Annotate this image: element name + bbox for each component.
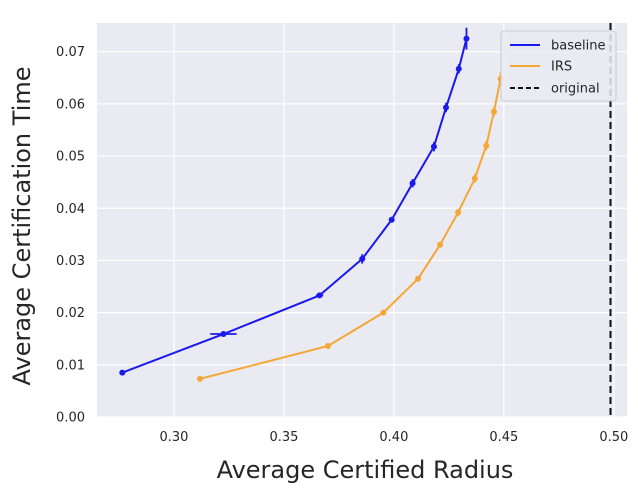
data-point [316,292,323,299]
data-point [463,35,470,42]
y-axis-label: Average Certification Time [8,66,36,385]
series-line-irs [199,78,502,380]
legend-box [500,30,617,102]
data-point [455,65,462,72]
legend: baseline IRS original [500,30,617,102]
data-point [471,175,478,182]
y-tick-label: 0.05 [56,150,85,165]
y-tick-label: 0.04 [56,202,85,217]
x-tick-label: 0.40 [379,430,408,445]
data-point [220,331,227,338]
data-point [409,180,416,187]
data-point [119,369,126,376]
series-layer [119,27,504,382]
series-line-baseline [121,38,468,374]
data-point [388,216,395,223]
data-point [380,309,387,316]
x-tick-label: 0.50 [599,430,628,445]
series-baseline [119,27,470,376]
data-point [483,142,490,149]
legend-label-baseline: baseline [551,39,605,54]
data-point [415,275,422,282]
data-point [430,143,437,150]
data-point [443,104,450,111]
y-tick-label: 0.00 [56,411,85,426]
x-tick-label: 0.45 [489,430,518,445]
data-point [437,241,444,248]
x-tick-label: 0.30 [159,430,188,445]
legend-label-irs: IRS [551,60,572,75]
y-tick-label: 0.07 [56,45,85,60]
tick-labels: 0.30 0.35 0.40 0.45 0.50 0.00 0.01 0.02 0.03 0.04… [56,45,628,445]
legend-label-original: original [551,82,600,97]
x-axis-label: Average Certified Radius [217,456,514,484]
x-tick-label: 0.35 [269,430,298,445]
data-point [324,343,331,350]
y-tick-label: 0.02 [56,306,85,321]
data-point [490,108,497,115]
y-tick-label: 0.06 [56,97,85,112]
data-point [196,375,203,382]
data-point [359,255,366,262]
data-point [455,209,462,216]
y-tick-label: 0.03 [56,254,85,269]
y-tick-label: 0.01 [56,358,85,373]
